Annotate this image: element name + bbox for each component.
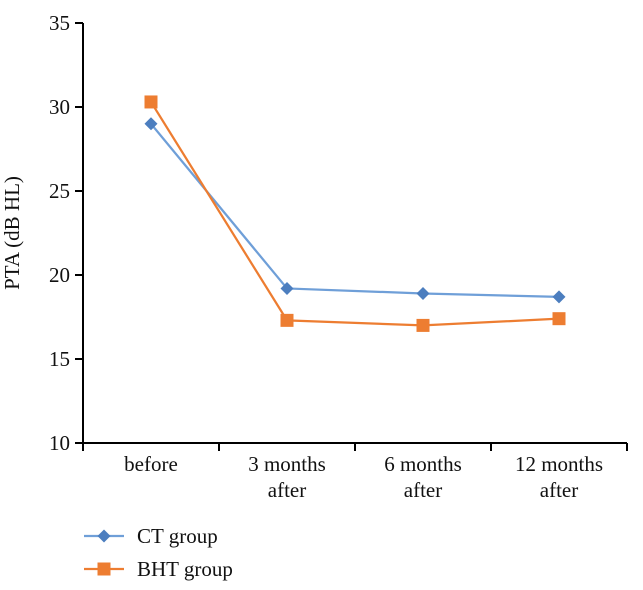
marker-bht-group-1 [280,313,294,327]
x-tick-label: 12 months [515,452,603,476]
y-tick-label: 35 [49,11,70,35]
chart-legend: CT group BHT group [84,523,233,582]
x-tick-label: after [268,478,306,502]
ct-group-line-diamond-icon [84,529,124,543]
marker-ct-group-3 [552,290,566,304]
x-tick-label: 6 months [384,452,462,476]
marker-bht-group-2 [416,318,430,332]
legend-item-ct-group: CT group [84,523,233,549]
bht-group-line-square-icon [84,562,124,576]
x-tick-label: before [124,452,178,476]
y-tick-label: 20 [49,263,70,287]
ct-legend-diamond [97,529,111,543]
y-axis-title: PTA (dB HL) [0,176,24,290]
y-tick-label: 25 [49,179,70,203]
series-line-ct-group [150,123,560,298]
marker-ct-group-0 [144,117,158,131]
bht-legend-square [97,562,111,576]
legend-label-bht-group: BHT group [137,557,233,581]
legend-label-ct-group: CT group [137,524,218,548]
marker-ct-group-1 [280,281,294,295]
y-tick-label: 10 [49,431,70,455]
y-tick-label: 30 [49,95,70,119]
marker-bht-group-0 [144,95,158,109]
marker-ct-group-2 [416,286,430,300]
series-line-bht-group [150,101,560,327]
x-tick-label: after [404,478,442,502]
x-tick-label: 3 months [248,452,326,476]
x-tick-label: after [540,478,578,502]
legend-item-bht-group: BHT group [84,556,233,582]
y-tick-label: 15 [49,347,70,371]
marker-bht-group-3 [552,312,566,326]
